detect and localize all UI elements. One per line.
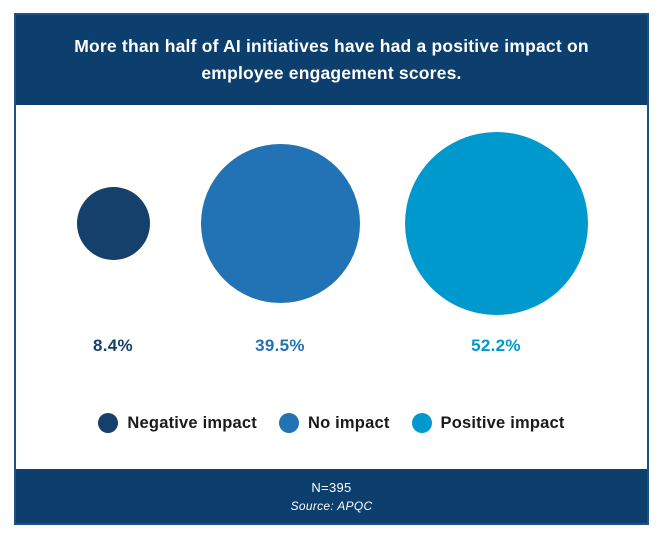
bubble-group-no-impact: 39.5% xyxy=(196,117,364,356)
chart-title: More than half of AI initiatives have ha… xyxy=(74,35,589,83)
legend-label: No impact xyxy=(307,413,390,432)
sample-size-label: N=395 xyxy=(311,479,352,495)
bubble-positive-impact xyxy=(404,132,588,315)
bubble-value-label: 39.5% xyxy=(255,336,305,355)
bubble-box xyxy=(76,117,150,330)
legend-dot-icon xyxy=(278,413,299,433)
bubble-no-impact xyxy=(200,144,360,303)
bubble-box xyxy=(404,117,588,330)
legend-item-negative-impact: Negative impact xyxy=(98,413,257,433)
bubble-group-positive-impact: 52.2% xyxy=(404,117,588,356)
bubble-chart: 8.4% 39.5% 52.2% Negative impact No impa… xyxy=(16,105,647,469)
bubble-value-label: 8.4% xyxy=(93,336,133,355)
legend-label: Negative impact xyxy=(127,413,257,432)
legend-item-positive-impact: Positive impact xyxy=(411,413,565,433)
chart-header: More than half of AI initiatives have ha… xyxy=(16,15,647,105)
legend-dot-icon xyxy=(98,413,119,433)
bubble-group-negative-impact: 8.4% xyxy=(40,117,186,356)
bubble-value-label: 52.2% xyxy=(471,336,521,355)
bubble-box xyxy=(200,117,360,330)
legend-label: Positive impact xyxy=(440,413,565,432)
bubble-negative-impact xyxy=(76,187,150,260)
legend-dot-icon xyxy=(411,413,432,433)
chart-card: More than half of AI initiatives have ha… xyxy=(14,13,649,525)
source-label: Source: APQC xyxy=(290,498,373,513)
chart-legend: Negative impact No impact Positive impac… xyxy=(16,413,647,433)
chart-footer: N=395 Source: APQC xyxy=(16,469,647,523)
legend-item-no-impact: No impact xyxy=(278,413,390,433)
